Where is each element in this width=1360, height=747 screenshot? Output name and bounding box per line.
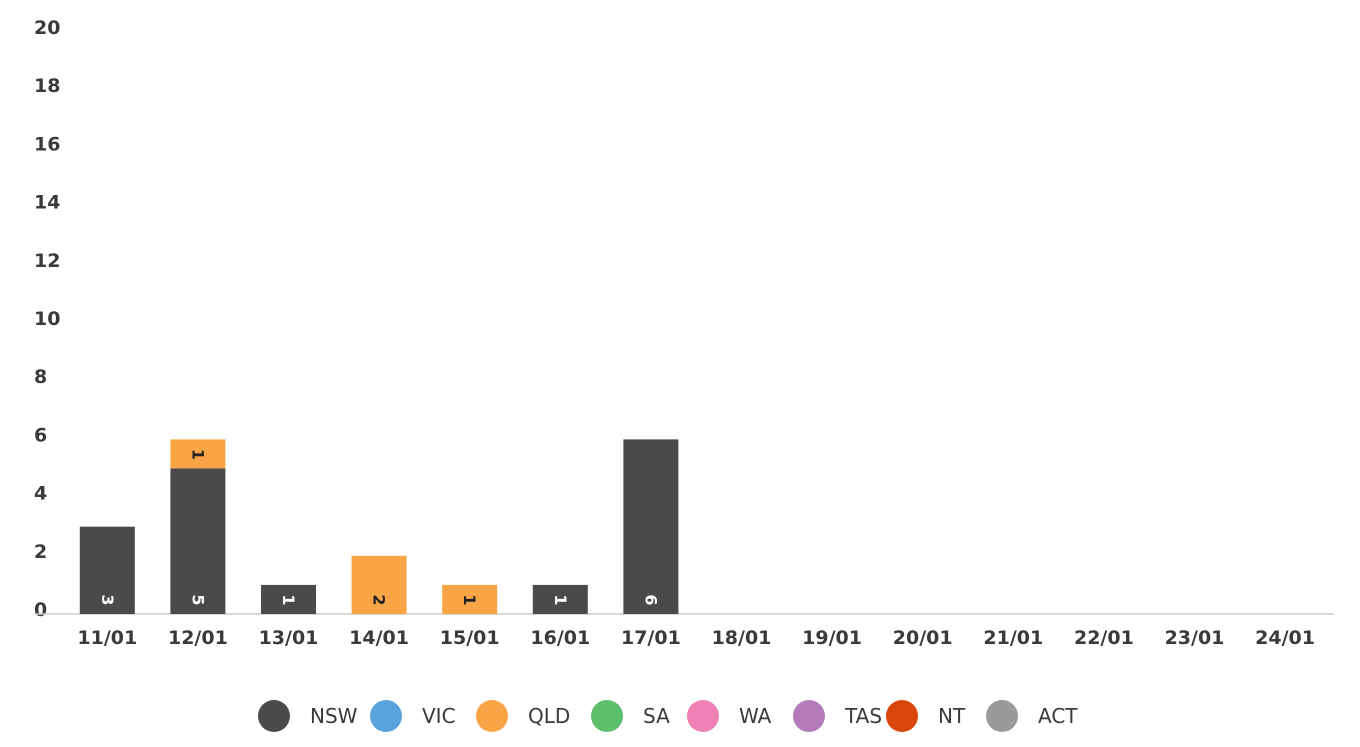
- legend-swatch: [591, 700, 623, 732]
- x-tick-label: 12/01: [168, 627, 228, 649]
- data-label: 2: [370, 594, 389, 605]
- legend-label: SA: [643, 704, 670, 728]
- x-tick-label: 19/01: [802, 627, 862, 649]
- legend-swatch: [258, 700, 290, 732]
- x-tick-label: 16/01: [530, 627, 590, 649]
- y-tick-label: 16: [34, 133, 60, 155]
- legend-swatch: [793, 700, 825, 732]
- y-tick-label: 20: [34, 17, 60, 39]
- legend-item-nsw[interactable]: NSW: [258, 700, 358, 732]
- y-tick-label: 10: [34, 308, 60, 330]
- legend-swatch: [886, 700, 918, 732]
- bar-qld-15-01[interactable]: [442, 584, 498, 614]
- legend-label: QLD: [528, 704, 570, 728]
- data-label: 6: [641, 594, 660, 605]
- bar-qld-12-01[interactable]: [170, 439, 226, 469]
- y-tick-label: 4: [34, 483, 47, 505]
- legend-item-tas[interactable]: TAS: [793, 700, 882, 732]
- data-label: 1: [188, 449, 207, 460]
- x-tick-label: 23/01: [1165, 627, 1225, 649]
- x-tick-label: 11/01: [77, 627, 137, 649]
- legend: NSW VIC QLD SA WA TAS NT ACT: [258, 700, 1078, 732]
- bar-nsw-11-01[interactable]: [79, 526, 135, 614]
- y-tick-label: 6: [34, 424, 47, 446]
- legend-swatch: [476, 700, 508, 732]
- x-axis: 11/01 12/01 13/01 14/01 15/01 16/01 17/01 18/01…: [77, 627, 1315, 649]
- legend-item-wa[interactable]: WA: [687, 700, 772, 732]
- legend-item-act[interactable]: ACT: [986, 700, 1078, 732]
- x-tick-label: 20/01: [893, 627, 953, 649]
- legend-item-nt[interactable]: NT: [886, 700, 966, 732]
- y-axis: 0 2 4 6 8 10 12 14 16 18 20: [34, 17, 60, 621]
- data-label: 1: [551, 594, 570, 605]
- data-label: 3: [98, 594, 117, 605]
- legend-label: TAS: [844, 704, 882, 728]
- x-tick-label: 22/01: [1074, 627, 1134, 649]
- legend-label: WA: [739, 704, 772, 728]
- x-tick-label: 15/01: [440, 627, 500, 649]
- legend-label: ACT: [1038, 704, 1078, 728]
- legend-swatch: [370, 700, 402, 732]
- legend-item-sa[interactable]: SA: [591, 700, 670, 732]
- bar-qld-14-01[interactable]: [351, 555, 407, 614]
- bar-nsw-13-01[interactable]: [261, 584, 316, 614]
- data-label: 1: [460, 594, 479, 605]
- legend-item-qld[interactable]: QLD: [476, 700, 570, 732]
- data-label: 5: [188, 594, 207, 605]
- bars: 3 5 1 1 2 1 1 6: [79, 439, 679, 615]
- y-tick-label: 18: [34, 75, 60, 97]
- y-tick-label: 12: [34, 250, 60, 272]
- legend-item-vic[interactable]: VIC: [370, 700, 456, 732]
- bar-nsw-12-01[interactable]: [170, 468, 226, 615]
- y-tick-label: 2: [34, 541, 47, 563]
- y-tick-label: 14: [34, 192, 60, 214]
- legend-label: NSW: [310, 704, 358, 728]
- x-tick-label: 17/01: [621, 627, 681, 649]
- legend-label: NT: [938, 704, 966, 728]
- x-tick-label: 14/01: [349, 627, 409, 649]
- x-tick-label: 18/01: [712, 627, 772, 649]
- legend-label: VIC: [422, 704, 456, 728]
- legend-swatch: [687, 700, 719, 732]
- x-tick-label: 13/01: [259, 627, 319, 649]
- y-tick-label: 0: [34, 599, 47, 621]
- x-tick-label: 21/01: [983, 627, 1043, 649]
- y-tick-label: 8: [34, 366, 47, 388]
- bar-nsw-17-01[interactable]: [623, 439, 679, 614]
- data-label: 1: [279, 594, 298, 605]
- bar-nsw-16-01[interactable]: [532, 584, 588, 614]
- x-tick-label: 24/01: [1255, 627, 1315, 649]
- legend-swatch: [986, 700, 1018, 732]
